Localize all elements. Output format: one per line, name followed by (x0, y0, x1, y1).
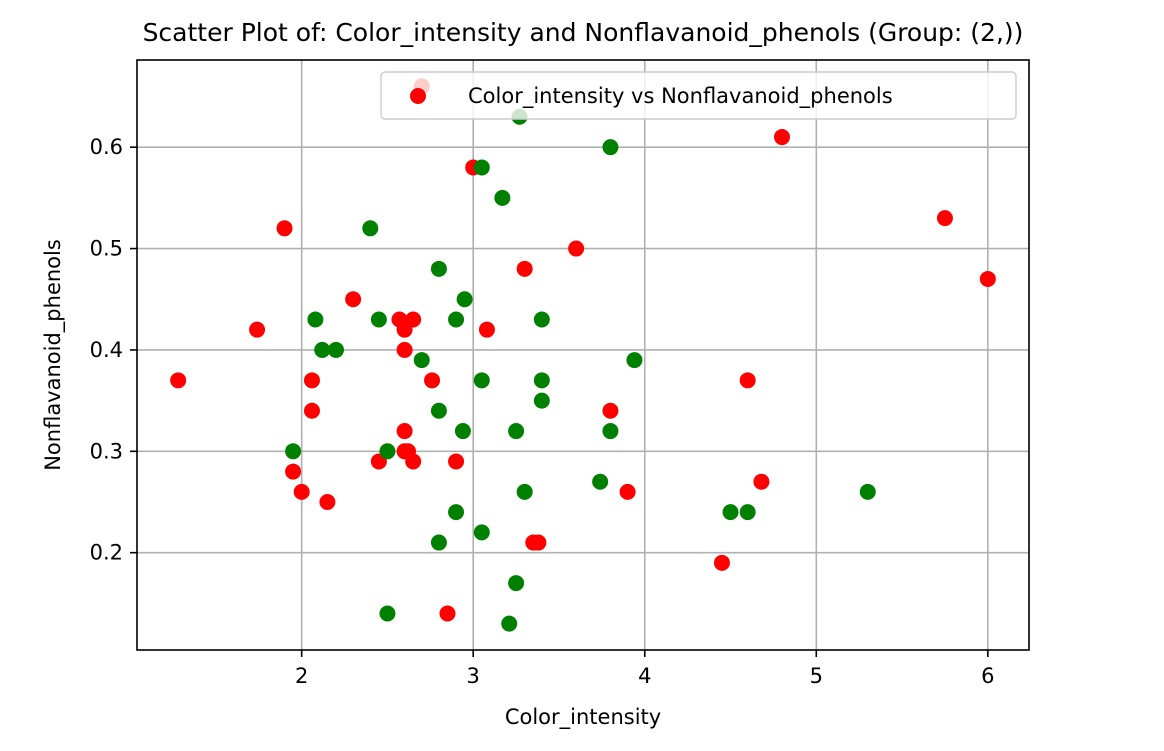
data-point (508, 423, 525, 440)
data-point (533, 372, 550, 389)
x-axis-label: Color_intensity (505, 705, 661, 730)
data-point (533, 392, 550, 409)
data-point (327, 341, 344, 358)
y-tick-label: 0.5 (90, 237, 123, 261)
data-point (285, 443, 302, 460)
legend-box (380, 71, 1017, 120)
data-point (753, 473, 770, 490)
data-point (494, 189, 511, 206)
data-point (405, 453, 422, 470)
y-tick-label: 0.6 (90, 135, 123, 159)
data-point (430, 534, 447, 551)
data-point (314, 341, 331, 358)
y-tick-label: 0.4 (90, 338, 123, 362)
data-point (473, 372, 490, 389)
data-points (170, 78, 996, 632)
data-point (530, 534, 547, 551)
data-point (619, 483, 636, 500)
data-point (626, 352, 643, 369)
data-point (602, 139, 619, 156)
data-point (473, 524, 490, 541)
data-point (362, 220, 379, 237)
data-point (396, 423, 413, 440)
plot-frame (136, 59, 1030, 651)
data-point (592, 473, 609, 490)
data-point (439, 605, 456, 622)
data-point (448, 453, 465, 470)
data-point (379, 605, 396, 622)
data-point (568, 240, 585, 257)
data-point (508, 575, 525, 592)
data-point (448, 504, 465, 521)
data-point (713, 554, 730, 571)
data-point (473, 159, 490, 176)
data-point (533, 311, 550, 328)
data-point (454, 423, 471, 440)
legend: Color_intensity vs Nonflavanoid_phenols (380, 71, 1017, 120)
data-point (285, 463, 302, 480)
data-point (739, 504, 756, 521)
data-point (170, 372, 187, 389)
data-point (478, 321, 495, 338)
y-axis-label: Nonflavanoid_phenols (41, 239, 66, 471)
data-point (739, 372, 756, 389)
data-point (396, 341, 413, 358)
data-point (722, 504, 739, 521)
data-point (602, 423, 619, 440)
data-point (430, 260, 447, 277)
legend-marker (410, 88, 426, 104)
data-point (936, 210, 953, 227)
data-point (303, 402, 320, 419)
data-point (370, 311, 387, 328)
legend-entry-label: Color_intensity vs Nonflavanoid_phenols (468, 84, 893, 109)
data-point (319, 493, 336, 510)
y-tick-label: 0.2 (90, 541, 123, 565)
data-point (448, 311, 465, 328)
green-points-group (285, 108, 876, 632)
data-point (516, 260, 533, 277)
data-point (276, 220, 293, 237)
x-tick-label: 6 (981, 664, 994, 688)
x-tick-label: 4 (638, 664, 651, 688)
data-point (424, 372, 441, 389)
x-tick-label: 3 (467, 664, 480, 688)
data-point (405, 311, 422, 328)
y-tick-label: 0.3 (90, 439, 123, 463)
data-point (379, 443, 396, 460)
data-point (859, 483, 876, 500)
x-tick-label: 2 (295, 664, 308, 688)
chart-title: Scatter Plot of: Color_intensity and Non… (143, 18, 1024, 47)
data-point (345, 291, 362, 308)
data-point (602, 402, 619, 419)
data-point (307, 311, 324, 328)
data-point (303, 372, 320, 389)
data-point (456, 291, 473, 308)
data-point (501, 615, 518, 632)
data-point (413, 352, 430, 369)
data-point (293, 483, 310, 500)
axis-ticks: 2 3 4 5 6 0.2 0.3 0.4 0.5 0.6 (90, 135, 995, 688)
grid-lines (137, 60, 1029, 650)
data-point (430, 402, 447, 419)
data-point (249, 321, 266, 338)
x-tick-label: 5 (810, 664, 823, 688)
data-point (979, 270, 996, 287)
data-point (773, 129, 790, 146)
data-point (516, 483, 533, 500)
